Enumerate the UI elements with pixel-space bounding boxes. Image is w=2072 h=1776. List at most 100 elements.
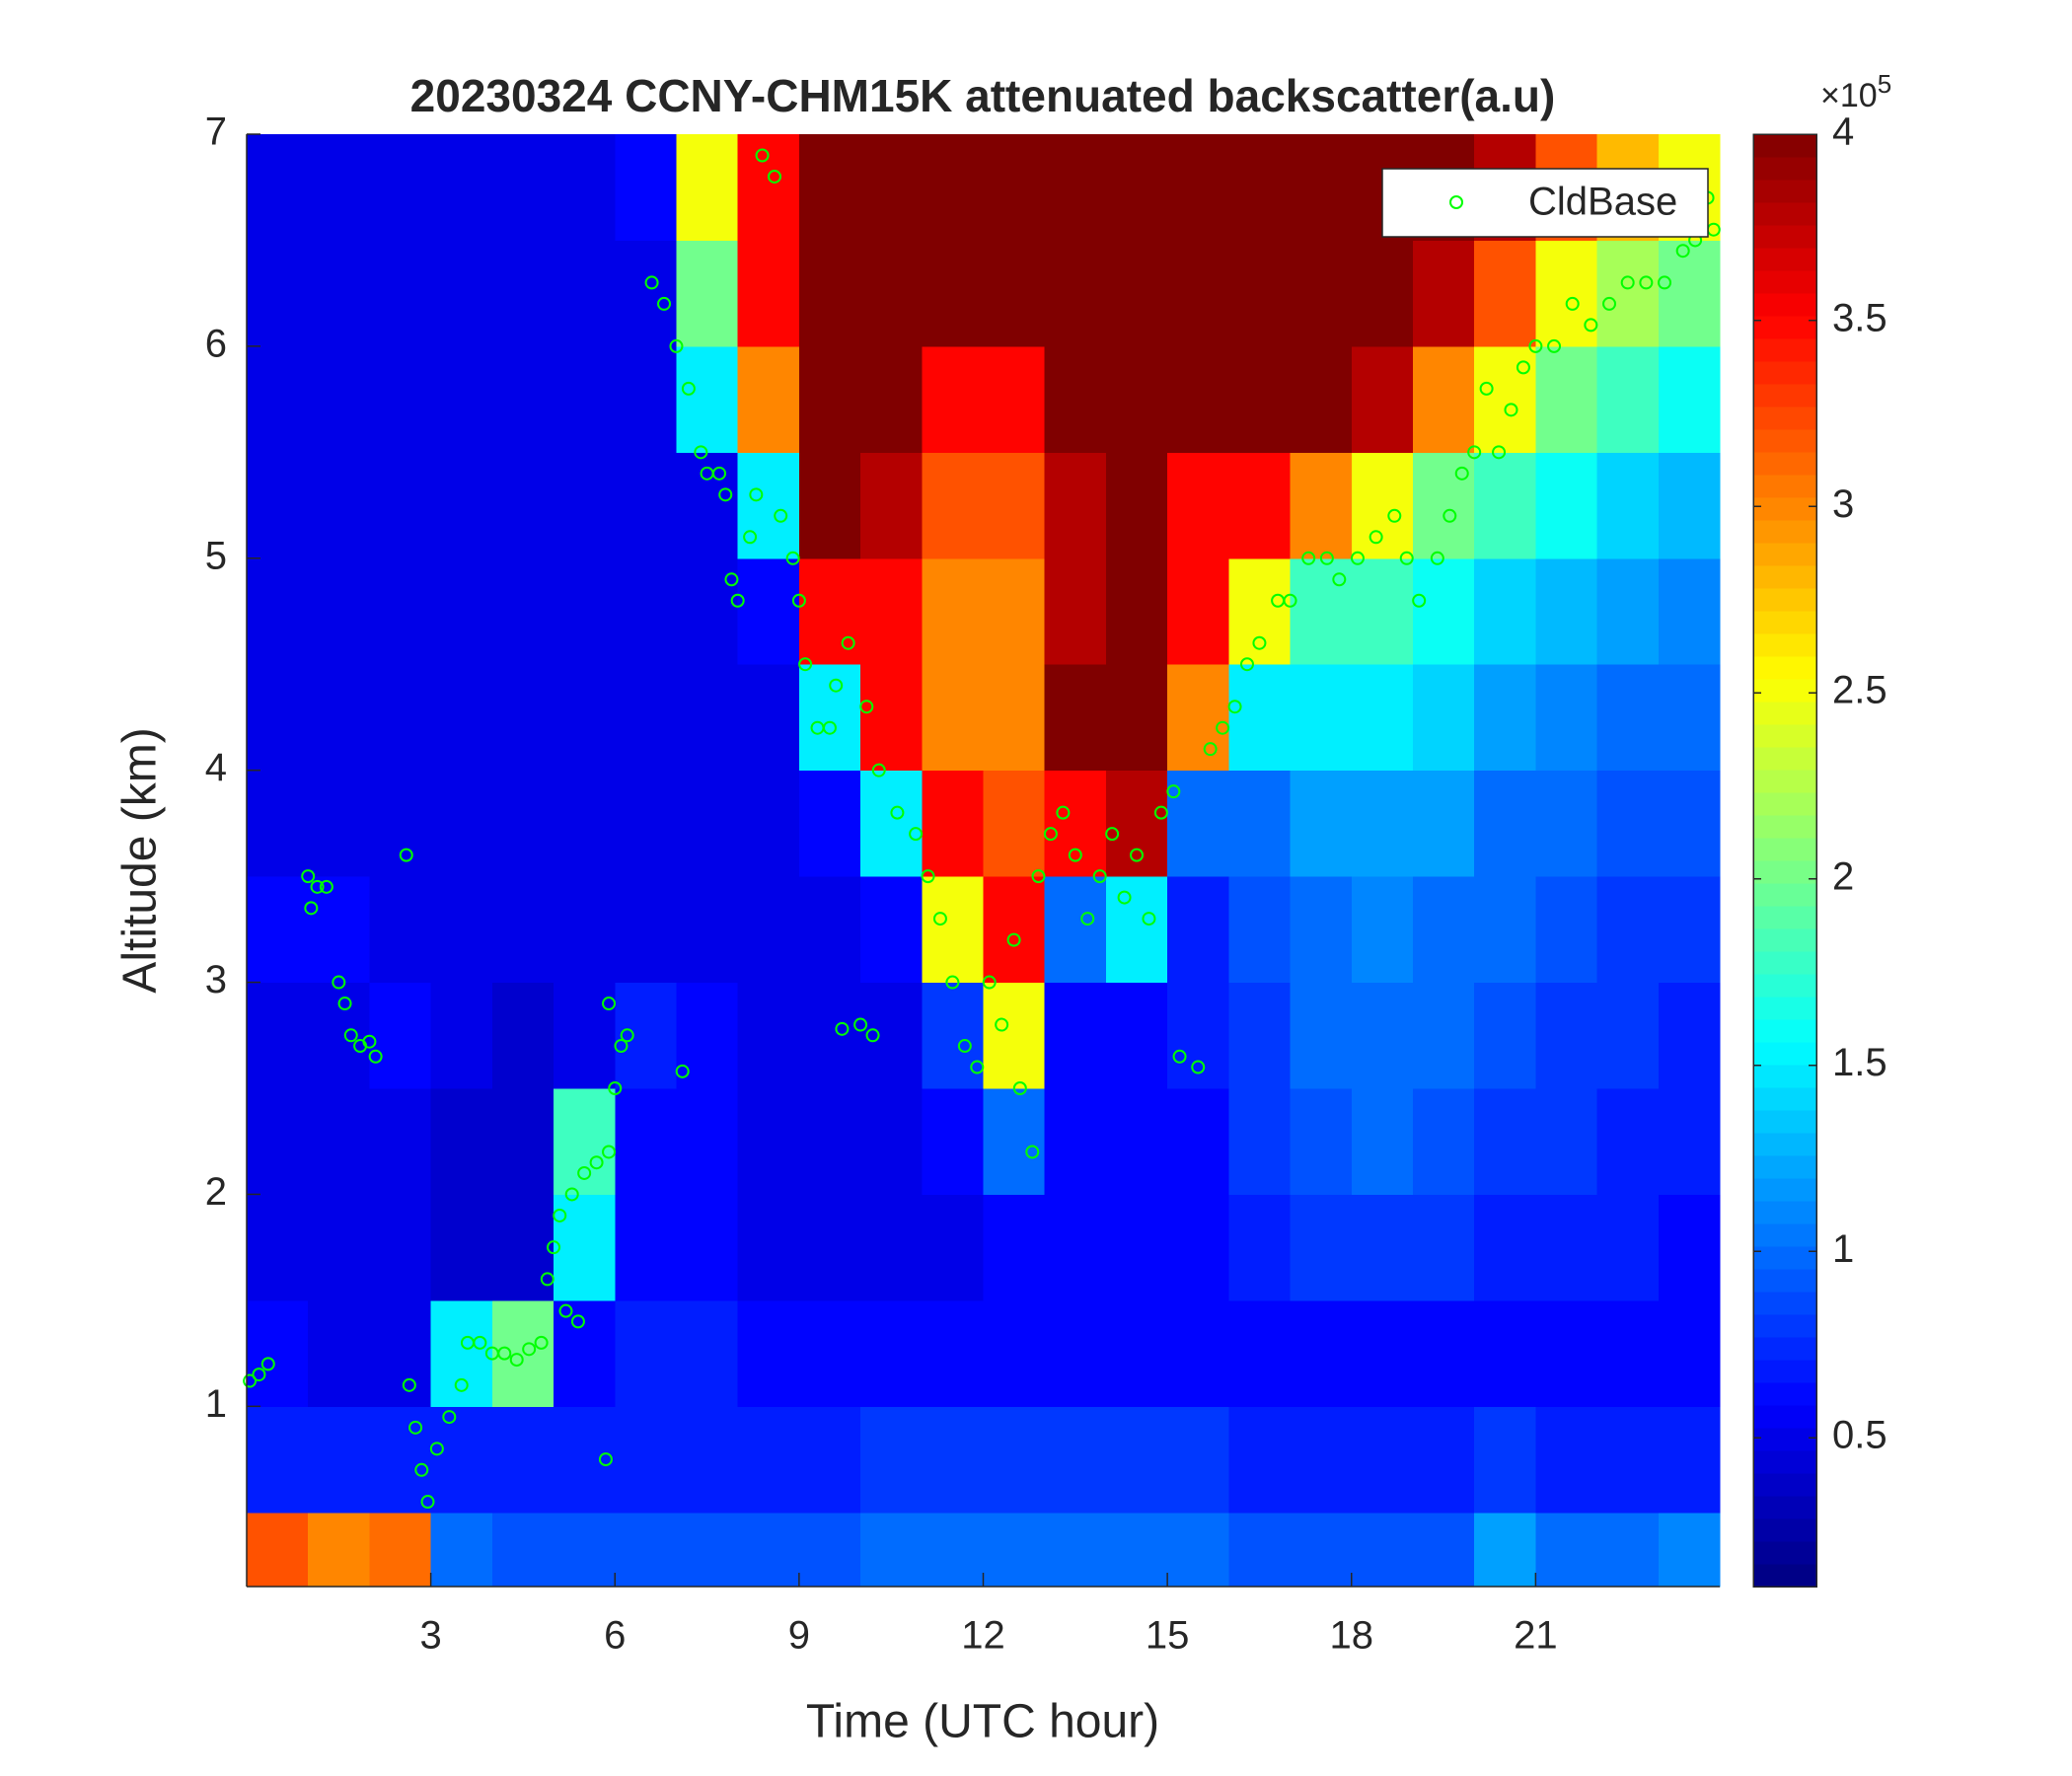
heatmap-cell [1658,1194,1721,1301]
heatmap-cell [1228,557,1292,665]
heatmap-cell [430,1512,493,1588]
heatmap-cell [308,1299,370,1407]
heatmap-cell [1351,1406,1414,1514]
heatmap-cell [1167,452,1229,559]
heatmap-cell [737,345,800,453]
cloud-base-point [1252,635,1267,650]
heatmap-cell [615,1299,677,1407]
heatmap-cell [798,664,861,772]
cloud-base-point [909,827,924,842]
heatmap-cell [983,1406,1046,1514]
heatmap-cell [1167,876,1229,984]
heatmap-cell [1105,1406,1168,1514]
colorbar-step [1753,497,1816,521]
heatmap-cell [1044,1512,1107,1588]
y-tick-label: 6 [205,322,227,365]
cloud-base-point [970,1060,985,1074]
y-tick-label: 2 [205,1170,227,1214]
heatmap-cell [308,770,370,877]
heatmap-cell [247,240,309,347]
heatmap-cell [369,452,432,559]
cloud-base-point [319,879,333,894]
heatmap-cell [676,982,739,1089]
heatmap-cell [615,770,677,877]
heatmap-cell [1290,876,1353,984]
colorbar-step [1753,1473,1816,1497]
heatmap-cell [430,876,493,984]
heatmap-cell [1596,664,1660,772]
heatmap-cell [798,1194,861,1301]
cloud-base-point [932,912,947,926]
heatmap-cell [1228,240,1292,347]
colorbar-tick-label: 1.5 [1832,1041,1887,1084]
heatmap-cell [615,1406,677,1514]
heatmap-cell [798,240,861,347]
colorbar-multiplier: ×105 [1820,69,1891,114]
heatmap-cell [1351,982,1414,1089]
heatmap-cell [983,770,1046,877]
heatmap-cell [1351,770,1414,877]
heatmap-cell [308,982,370,1089]
heatmap-cell [430,982,493,1089]
heatmap-cell [676,452,739,559]
heatmap-cell [1167,1194,1229,1301]
cloud-base-point [454,1377,469,1392]
colorbar-step [1753,225,1816,249]
heatmap-cell [1535,1194,1598,1301]
colorbar-step [1753,1292,1816,1315]
cloud-base-point [730,593,745,608]
heatmap-cell [1658,345,1721,453]
heatmap-cell [1658,240,1721,347]
colorbar-step [1753,679,1816,703]
heatmap-cell [676,345,739,453]
cloud-base-point [368,1049,383,1064]
heatmap-cell [554,1406,616,1514]
colorbar-step [1753,1360,1816,1383]
heatmap-cell [860,240,923,347]
heatmap-cell [860,452,923,559]
cloud-base-point [402,1377,416,1392]
colorbar-step [1753,1405,1816,1429]
heatmap-cell [922,345,984,453]
heatmap-cell [1290,345,1353,453]
cloud-base-point [1172,1049,1187,1064]
heatmap-cell [1167,1512,1229,1588]
heatmap-cell [1105,240,1168,347]
x-tick-label: 15 [1146,1614,1190,1658]
heatmap-cell [1474,876,1536,984]
colorbar-step [1753,633,1816,657]
cloud-base-point [1166,784,1181,799]
cloud-base-point [1012,1081,1027,1096]
colorbar-step [1753,1564,1816,1588]
cloud-base-point [1191,1060,1206,1074]
heatmap-cell [983,1299,1046,1407]
heatmap-cell [1228,345,1292,453]
heatmap-cell [1044,1194,1107,1301]
heatmap-cell [922,876,984,984]
x-tick-label: 18 [1330,1614,1374,1658]
heatmap-cell [1044,1406,1107,1514]
heatmap-cell [1044,664,1107,772]
heatmap-cell [798,982,861,1089]
cloud-base-point [509,1353,524,1368]
heatmap-cell [1105,134,1168,241]
cloud-base-point [1056,805,1071,820]
heatmap-cell [554,664,616,772]
colorbar-step [1753,588,1816,612]
colorbar-step [1753,565,1816,589]
heatmap-cell [1228,1406,1292,1514]
heatmap-cell [1167,134,1229,241]
heatmap-cell [491,240,555,347]
colorbar-step [1753,1314,1816,1338]
heatmap-cell [430,1299,493,1407]
heatmap-cell [1044,1088,1107,1195]
colorbar-step [1753,248,1816,271]
heatmap-cell [922,1194,984,1301]
heatmap-cell [798,557,861,665]
colorbar-step [1753,1450,1816,1474]
heatmap-cell [737,134,800,241]
heatmap-cell [615,345,677,453]
cloud-base-point [841,635,855,650]
heatmap-cell [1228,1088,1292,1195]
heatmap-cell [922,664,984,772]
